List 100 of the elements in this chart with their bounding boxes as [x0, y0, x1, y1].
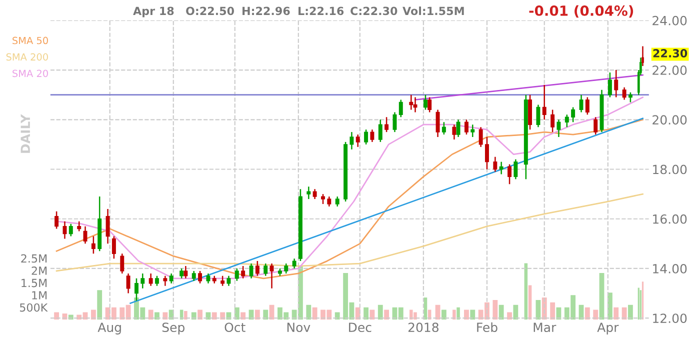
candlestick	[306, 186, 311, 200]
candlestick	[493, 156, 498, 172]
text: L:22.16	[298, 6, 344, 16]
candlestick	[442, 121, 446, 136]
candlestick	[428, 96, 432, 113]
bar	[334, 312, 340, 320]
text: -0.01 (0.04%)	[529, 5, 634, 18]
bar	[312, 307, 318, 320]
bar	[154, 312, 160, 320]
text: H:22.96	[242, 6, 290, 16]
candlestick	[54, 210, 59, 230]
bar	[370, 310, 375, 320]
y-tick-label: 24.00	[652, 16, 687, 26]
text: C:22.30	[350, 6, 398, 16]
candlestick	[464, 119, 468, 136]
candlestick	[249, 262, 254, 280]
candlestick	[556, 119, 561, 138]
bar	[441, 310, 446, 320]
x-tick-label: Feb	[477, 322, 498, 332]
annotation: 22.30	[653, 49, 688, 58]
candlestick	[550, 109, 555, 133]
bar	[254, 310, 260, 320]
text: Vol:1.55M	[402, 6, 464, 16]
bar	[378, 304, 383, 320]
candlestick	[270, 262, 274, 289]
y-tick-label: 18.00	[653, 164, 687, 174]
x-tick-label: 2018	[408, 322, 438, 332]
bar	[622, 307, 627, 320]
bar	[584, 307, 590, 320]
bar	[464, 310, 469, 320]
candlestick	[508, 164, 512, 185]
x-tick-label: Sep	[162, 322, 184, 334]
candlestick	[180, 268, 184, 280]
candlestick	[608, 72, 612, 98]
bar	[614, 307, 619, 320]
candlestick	[470, 124, 475, 138]
candlestick	[370, 128, 374, 143]
candlestick	[484, 136, 489, 170]
text: Apr 18	[133, 6, 174, 18]
y-tick-label: 20.00	[652, 115, 687, 125]
candlestick	[169, 272, 174, 284]
candlestick	[148, 272, 153, 286]
candlestick	[594, 116, 598, 136]
bar	[220, 312, 226, 320]
bar	[54, 312, 60, 320]
candlestick	[514, 158, 518, 180]
candlestick	[241, 265, 246, 280]
text: SMA 200	[6, 53, 48, 61]
text: O:22.50	[186, 6, 234, 16]
bar	[470, 310, 476, 320]
candlestick	[198, 270, 202, 284]
candlestick	[220, 275, 225, 286]
candlestick	[409, 94, 414, 110]
bar	[162, 312, 168, 320]
y2-tick-label: 2.5M	[21, 254, 47, 263]
y2-tick-label: 1.5M	[22, 278, 47, 288]
bar	[306, 304, 312, 320]
x-tick-label: Aug	[98, 322, 121, 334]
candlestick	[292, 258, 296, 270]
y-tick-label: 14.00	[653, 264, 687, 274]
candlestick	[192, 270, 196, 282]
y-tick-label: 16.00	[653, 214, 687, 224]
bar	[593, 310, 598, 320]
candlestick	[255, 260, 260, 277]
bar	[198, 310, 202, 320]
candlestick	[206, 272, 210, 284]
bar	[90, 310, 96, 320]
y-tick-label: 22.00	[652, 65, 687, 75]
candlestick	[284, 262, 288, 274]
y2-tick-label: 2M	[32, 266, 47, 275]
candlestick	[378, 119, 382, 143]
x-tick-label: Dec	[349, 322, 372, 332]
x-tick-label: Nov	[287, 322, 310, 332]
bar	[498, 304, 504, 320]
candlestick	[564, 114, 569, 128]
candlestick	[364, 128, 368, 146]
candlestick	[622, 86, 626, 100]
candlestick	[536, 104, 540, 128]
candlestick	[321, 193, 325, 205]
candlestick	[628, 92, 632, 103]
candlestick	[140, 272, 145, 289]
bar	[513, 304, 518, 320]
candlestick	[163, 275, 168, 286]
x-tick-label: Apr	[597, 322, 619, 334]
x-tick-label: Mar	[534, 322, 556, 332]
candlestick	[77, 220, 82, 232]
candlestick	[456, 119, 460, 138]
candlestick	[112, 236, 116, 260]
candlestick	[264, 262, 268, 277]
bar	[364, 307, 369, 320]
candlestick	[436, 109, 440, 138]
y-tick-label: 12.00	[653, 314, 687, 324]
bar	[148, 310, 154, 320]
candlestick	[68, 223, 73, 237]
candlestick	[91, 236, 96, 254]
bar	[628, 304, 633, 320]
candlestick	[424, 94, 428, 110]
bar	[524, 263, 528, 320]
text: SMA 50	[12, 36, 48, 44]
candlestick	[234, 268, 239, 282]
